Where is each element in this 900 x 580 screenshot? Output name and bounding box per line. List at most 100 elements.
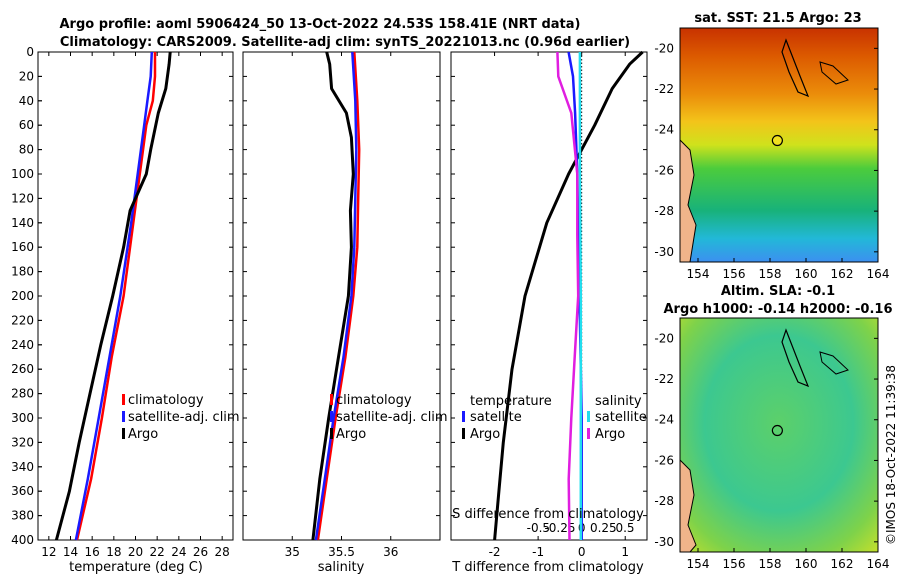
sla-map: 154 156 158 160 162 164 -20 -22 -24 -26 -28 -30 — [654, 317, 889, 571]
map-y-tick-label: -22 — [654, 372, 674, 386]
depth-tick-label: 260 — [11, 362, 34, 376]
difference-legend: temperature satellite Argo salinity sate… — [462, 394, 647, 442]
temperature-panel-frame — [37, 51, 234, 541]
series-line-t-argo — [493, 50, 644, 541]
s-tick-label: 0.25 — [590, 521, 617, 535]
map-x-tick-label: 162 — [831, 267, 854, 281]
map-y-tick-label: -24 — [654, 123, 674, 137]
depth-tick-label: 160 — [11, 240, 34, 254]
s-tick-label: -0.25 — [544, 521, 575, 535]
difference-panel-frame — [450, 51, 648, 541]
s-tick-label: -0.5 — [527, 521, 550, 535]
legend-label-argo: Argo — [128, 427, 158, 442]
sal-legend-label-argo: Argo — [336, 427, 366, 442]
series-line-argo — [311, 51, 355, 541]
depth-tick-label: 0 — [26, 45, 34, 59]
depth-tick-label: 40 — [19, 94, 34, 108]
depth-tick-label: 300 — [11, 411, 34, 425]
legend-label-climatology: climatology — [128, 393, 204, 408]
sal-legend-label-satellite-adj: satellite-adj. clim — [336, 410, 448, 425]
diff-legend-swatch-s-argo — [587, 428, 590, 439]
x-tick-label: 36 — [383, 545, 398, 559]
map-y-tick-label: -20 — [654, 41, 674, 55]
map-y-tick-label: -26 — [654, 453, 674, 467]
sla-map-title-line2: Argo h1000: -0.14 h2000: -0.16 — [663, 302, 892, 317]
map-x-tick-label: 160 — [795, 267, 818, 281]
x-tick-label: 12 — [41, 545, 56, 559]
salinity-plot: 35 35.5 36 — [243, 51, 440, 559]
series-line-argo — [54, 51, 172, 541]
sla-new-caledonia — [781, 328, 810, 388]
series-line-climatology — [75, 52, 157, 541]
map-y-tick-label: -30 — [654, 535, 674, 549]
sla-island-outline — [819, 351, 849, 375]
map-y-tick-label: -30 — [654, 245, 674, 259]
sal-legend-label-climatology: climatology — [336, 393, 412, 408]
x-tick-label: 0 — [578, 545, 586, 559]
temperature-plot: 12 14 16 18 20 22 24 26 28 — [38, 51, 233, 559]
depth-tick-label: 360 — [11, 484, 34, 498]
imos-watermark: ©IMOS 18-Oct-2022 11:39:38 — [884, 365, 898, 545]
sst-island-outline — [819, 61, 849, 85]
salinity-legend: climatology satellite-adj. clim Argo — [330, 393, 448, 442]
map-x-tick-label: 160 — [795, 557, 818, 571]
salinity-xlabel: salinity — [318, 560, 365, 575]
depth-tick-label: 20 — [19, 69, 34, 83]
sal-legend-swatch-satellite-adj — [330, 411, 333, 422]
figure-title-line1: Argo profile: aoml 5906424_50 13-Oct-202… — [60, 17, 581, 32]
diff-legend-label-s-argo: Argo — [595, 427, 625, 442]
legend-swatch-climatology — [122, 394, 125, 405]
depth-tick-label: 60 — [19, 118, 34, 132]
series-line-satellite-adj-clim — [74, 51, 154, 541]
depth-tick-label: 120 — [11, 191, 34, 205]
x-tick-label: 18 — [106, 545, 121, 559]
map-x-tick-label: 158 — [759, 267, 782, 281]
sst-new-caledonia — [781, 38, 810, 98]
depth-tick-label: 180 — [11, 265, 34, 279]
legend-label-satellite-adj: satellite-adj. clim — [128, 410, 240, 425]
depth-tick-label: 100 — [11, 167, 34, 181]
sst-map: 154 156 158 160 162 164 -20 -22 -24 -26 -28 -30 — [654, 27, 890, 281]
map-x-tick-label: 156 — [723, 267, 746, 281]
map-x-tick-label: 164 — [867, 267, 890, 281]
map-x-tick-label: 154 — [687, 557, 710, 571]
diff-legend-swatch-s-satellite — [587, 411, 590, 422]
temperature-xlabel: temperature (deg C) — [69, 560, 203, 575]
diff-legend-label-s-satellite: satellite — [595, 410, 647, 425]
difference-xlabel: T difference from climatology — [451, 560, 644, 575]
sst-map-frame — [679, 27, 879, 263]
diff-legend-label-t-satellite: satellite — [470, 410, 522, 425]
sst-argo-marker — [771, 134, 783, 147]
x-tick-label: 26 — [193, 545, 208, 559]
sal-legend-swatch-climatology — [330, 394, 333, 405]
map-x-tick-label: 162 — [831, 557, 854, 571]
x-tick-label: 22 — [150, 545, 165, 559]
depth-tick-label: 240 — [11, 338, 34, 352]
diff-legend-title-salinity: salinity — [595, 394, 642, 409]
diff-legend-label-t-argo: Argo — [470, 427, 500, 442]
x-tick-label: -2 — [489, 545, 501, 559]
x-tick-label: 24 — [171, 545, 186, 559]
depth-tick-label: 220 — [11, 313, 34, 327]
map-y-tick-label: -28 — [654, 494, 674, 508]
depth-tick-label: 280 — [11, 387, 34, 401]
x-tick-label: 35 — [285, 545, 300, 559]
map-y-tick-label: -22 — [654, 82, 674, 96]
diff-legend-swatch-t-satellite — [462, 411, 465, 422]
diff-legend-swatch-t-argo — [462, 428, 465, 439]
depth-tick-label: 200 — [11, 289, 34, 303]
depth-tick-label: 400 — [11, 533, 34, 547]
x-tick-label: 35.5 — [328, 545, 355, 559]
series-line-climatology — [316, 51, 361, 541]
depth-tick-label: 340 — [11, 460, 34, 474]
series-line-satellite-adj-clim — [314, 51, 358, 541]
legend-swatch-argo — [122, 428, 125, 439]
sla-argo-marker — [771, 424, 783, 437]
map-x-tick-label: 156 — [723, 557, 746, 571]
diff-legend-title-temperature: temperature — [470, 394, 552, 409]
sst-map-title: sat. SST: 21.5 Argo: 23 — [694, 11, 861, 26]
x-tick-label: 28 — [215, 545, 230, 559]
temperature-legend: climatology satellite-adj. clim Argo — [122, 393, 240, 442]
map-y-tick-label: -24 — [654, 413, 674, 427]
